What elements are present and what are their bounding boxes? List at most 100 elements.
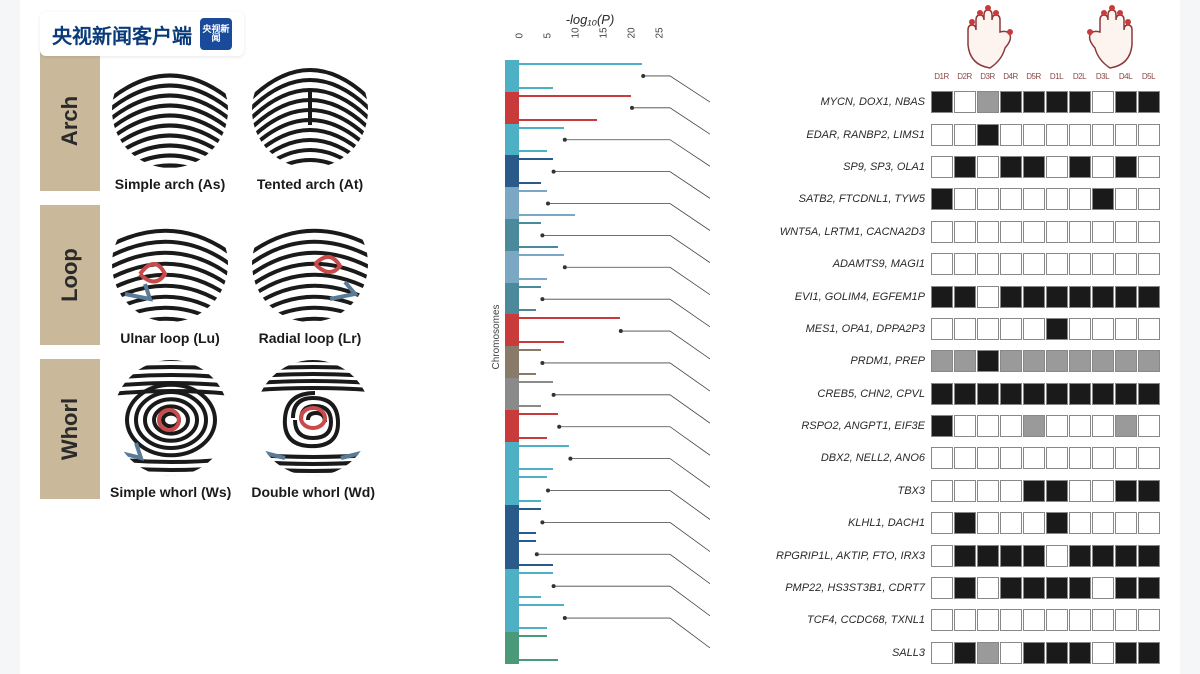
- gene-label: SP9, SP3, OLA1: [843, 161, 925, 173]
- heatmap-cell: [954, 642, 976, 664]
- heatmap-cell: [1069, 480, 1091, 502]
- heatmap-row: [931, 480, 1160, 502]
- chromosome-band: [505, 601, 519, 633]
- chromosome-band: [505, 505, 519, 537]
- chromosome-band: [505, 473, 519, 505]
- heatmap-cell: [1115, 512, 1137, 534]
- heatmap-cell: [954, 188, 976, 210]
- heatmap-cell: [1115, 221, 1137, 243]
- chromosome-band: [505, 155, 519, 187]
- chromosome-band: [505, 92, 519, 124]
- chromosome-band: [505, 537, 519, 569]
- heatmap-cell: [1115, 156, 1137, 178]
- heatmap-cell: [954, 383, 976, 405]
- heatmap-cell: [931, 156, 953, 178]
- heatmap-cell: [1000, 642, 1022, 664]
- heatmap-cell: [977, 91, 999, 113]
- fp-pattern: Radial loop (Lr): [250, 204, 370, 346]
- chromosome-band: [505, 632, 519, 664]
- heatmap-row: [931, 447, 1160, 469]
- manhattan-title: -log₁₀(P): [566, 12, 615, 27]
- heatmap-cell: [977, 545, 999, 567]
- heatmap-cell: [931, 350, 953, 372]
- heatmap-cell: [977, 156, 999, 178]
- heatmap-cell: [977, 642, 999, 664]
- gene-row: SP9, SP3, OLA1: [710, 151, 1160, 183]
- gene-row: EVI1, GOLIM4, EGFEM1P: [710, 280, 1160, 312]
- heatmap-cell: [1092, 447, 1114, 469]
- heatmap-cell: [931, 415, 953, 437]
- heatmap-cell: [977, 577, 999, 599]
- heatmap-cell: [977, 480, 999, 502]
- heatmap-cell: [1138, 480, 1160, 502]
- heatmap-cell: [1046, 545, 1068, 567]
- heatmap-cell: [1138, 447, 1160, 469]
- heatmap-row: [931, 545, 1160, 567]
- heatmap-cell: [931, 221, 953, 243]
- heatmap-cell: [1092, 577, 1114, 599]
- heatmap-cell: [954, 447, 976, 469]
- heatmap-cell: [1046, 124, 1068, 146]
- heatmap-cell: [1023, 156, 1045, 178]
- heatmap-cell: [1138, 253, 1160, 275]
- heatmap-cell: [1023, 512, 1045, 534]
- fp-row-arch: ArchSimple arch (As)Tented arch (At): [40, 50, 450, 192]
- gene-row: RSPO2, ANGPT1, EIF3E: [710, 410, 1160, 442]
- figure-panel: ArchSimple arch (As)Tented arch (At)Loop…: [20, 0, 1180, 674]
- heatmap-cell: [1023, 609, 1045, 631]
- heatmap-cell: [954, 609, 976, 631]
- heatmap-cell: [1069, 124, 1091, 146]
- heatmap-cell: [931, 480, 953, 502]
- heatmap-cell: [954, 512, 976, 534]
- heatmap-row: [931, 577, 1160, 599]
- heatmap-cell: [954, 318, 976, 340]
- heatmap-cell: [1000, 124, 1022, 146]
- heatmap-cell: [1069, 350, 1091, 372]
- heatmap-cell: [1000, 318, 1022, 340]
- heatmap-cell: [1138, 350, 1160, 372]
- gene-label: ADAMTS9, MAGI1: [833, 258, 925, 270]
- gene-row: DBX2, NELL2, ANO6: [710, 442, 1160, 474]
- fingerprint-icon: [110, 50, 230, 170]
- heatmap-row: [931, 512, 1160, 534]
- right-hand-icon: [1060, 0, 1160, 70]
- heatmap-cell: [954, 286, 976, 308]
- heatmap-cell: [1000, 350, 1022, 372]
- heatmap-cell: [1138, 91, 1160, 113]
- gene-label: PRDM1, PREP: [850, 355, 925, 367]
- gene-label: TBX3: [897, 485, 925, 497]
- heatmap-cell: [1046, 480, 1068, 502]
- fingerprint-icon: [111, 358, 231, 478]
- heatmap-cell: [977, 609, 999, 631]
- fp-row-loop: Loop Ulnar loop (Lu) Radial loop (Lr): [40, 204, 450, 346]
- gene-row: EDAR, RANBP2, LIMS1: [710, 118, 1160, 150]
- heatmap-row: [931, 221, 1160, 243]
- gene-row: MYCN, DOX1, NBAS: [710, 86, 1160, 118]
- heatmap-cell: [977, 188, 999, 210]
- heatmap-cell: [1115, 577, 1137, 599]
- heatmap-cell: [1046, 447, 1068, 469]
- heatmap-cell: [1046, 642, 1068, 664]
- chromosome-band: [505, 378, 519, 410]
- heatmap-cell: [1069, 253, 1091, 275]
- fingerprint-icon: [253, 358, 373, 478]
- heatmap-cell: [1138, 545, 1160, 567]
- gene-row: SALL3: [710, 637, 1160, 669]
- heatmap-cell: [1023, 124, 1045, 146]
- heatmap-cell: [931, 253, 953, 275]
- gene-heatmap-section: D1RD2RD3RD4RD5RD1LD2LD3LD4LD5L MYCN, DOX…: [710, 0, 1180, 674]
- heatmap-cell: [977, 286, 999, 308]
- heatmap-row: [931, 415, 1160, 437]
- fp-category-label: Loop: [40, 205, 100, 345]
- chromosome-band: [505, 442, 519, 474]
- heatmap-column-headers: D1RD2RD3RD4RD5RD1LD2LD3LD4LD5L: [930, 72, 1160, 81]
- gene-label: EVI1, GOLIM4, EGFEM1P: [795, 291, 925, 303]
- heatmap-row: [931, 156, 1160, 178]
- fp-pattern-label: Ulnar loop (Lu): [120, 330, 220, 346]
- heatmap-cell: [1069, 609, 1091, 631]
- heatmap-cell: [1115, 480, 1137, 502]
- heatmap-cell: [954, 577, 976, 599]
- chromosome-band: [505, 124, 519, 156]
- heatmap-row: [931, 609, 1160, 631]
- heatmap-cell: [931, 188, 953, 210]
